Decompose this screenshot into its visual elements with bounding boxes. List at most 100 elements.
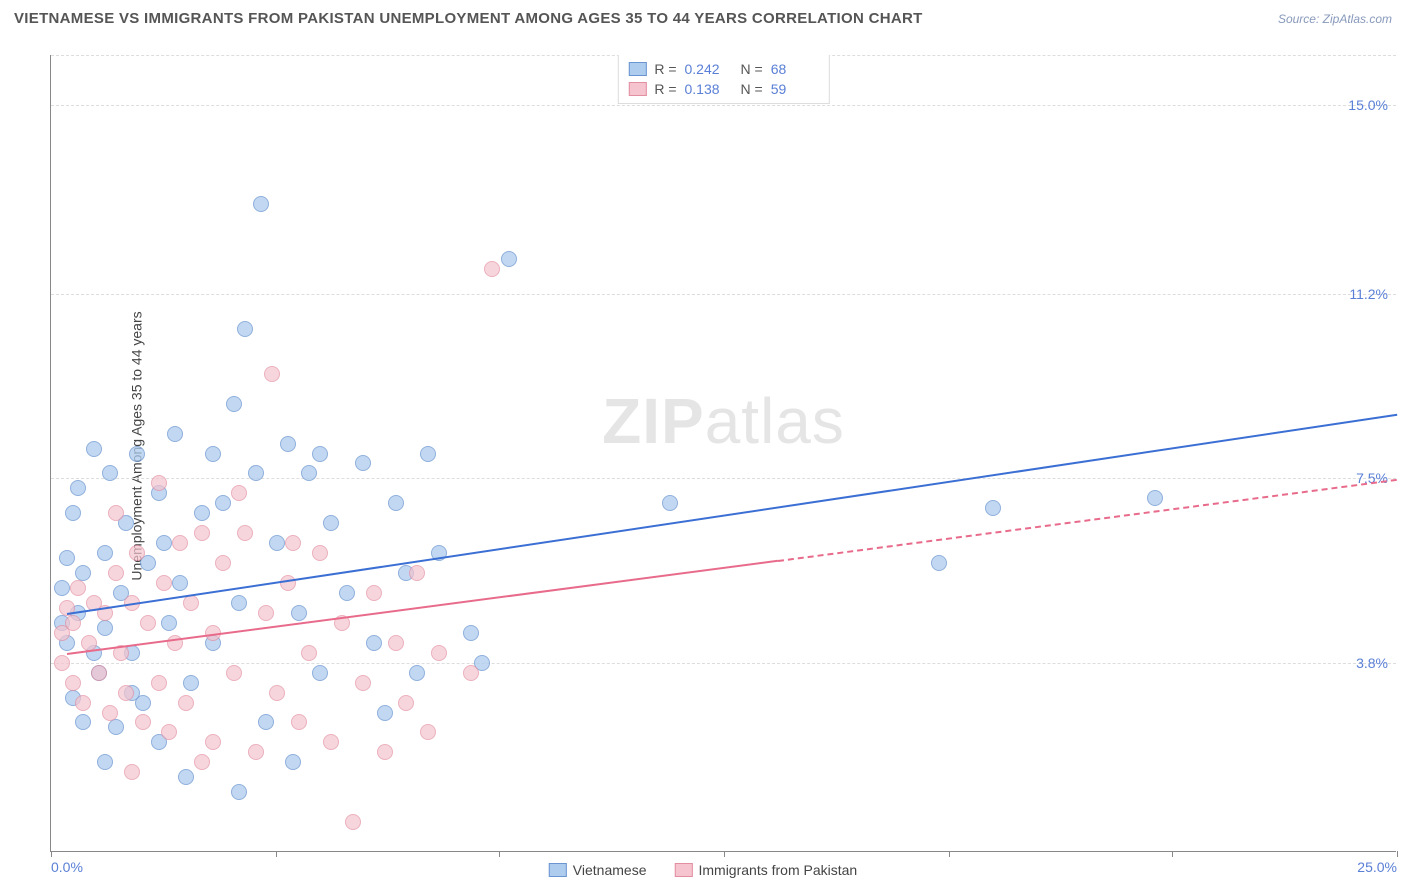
legend-swatch: [674, 863, 692, 877]
data-point: [54, 580, 70, 596]
data-point: [178, 769, 194, 785]
data-point: [377, 744, 393, 760]
data-point: [269, 535, 285, 551]
legend-bottom: Vietnamese Immigrants from Pakistan: [549, 862, 857, 878]
data-point: [339, 585, 355, 601]
x-tick-mark: [724, 851, 725, 857]
data-point: [226, 396, 242, 412]
watermark: ZIPatlas: [602, 384, 845, 458]
data-point: [231, 784, 247, 800]
data-point: [97, 620, 113, 636]
x-tick-mark: [949, 851, 950, 857]
watermark-bold: ZIP: [602, 385, 705, 457]
data-point: [280, 575, 296, 591]
data-point: [377, 705, 393, 721]
data-point: [151, 675, 167, 691]
data-point: [108, 505, 124, 521]
source-attribution: Source: ZipAtlas.com: [1278, 12, 1392, 26]
data-point: [285, 535, 301, 551]
trend-line: [67, 414, 1397, 615]
legend-item: Immigrants from Pakistan: [674, 862, 857, 878]
data-point: [280, 436, 296, 452]
data-point: [312, 446, 328, 462]
data-point: [194, 754, 210, 770]
data-point: [248, 465, 264, 481]
stat-n-label: N =: [741, 61, 763, 77]
legend-stat-row: R =0.138N =59: [628, 79, 818, 99]
data-point: [183, 595, 199, 611]
data-point: [156, 575, 172, 591]
data-point: [269, 685, 285, 701]
data-point: [70, 580, 86, 596]
data-point: [231, 485, 247, 501]
data-point: [231, 595, 247, 611]
data-point: [285, 754, 301, 770]
data-point: [161, 615, 177, 631]
x-tick-label: 25.0%: [1357, 859, 1397, 875]
x-tick-mark: [1172, 851, 1173, 857]
correlation-chart: VIETNAMESE VS IMMIGRANTS FROM PAKISTAN U…: [0, 0, 1406, 892]
data-point: [183, 675, 199, 691]
data-point: [248, 744, 264, 760]
data-point: [215, 495, 231, 511]
stat-n-value: 68: [771, 61, 819, 77]
data-point: [226, 665, 242, 681]
data-point: [409, 565, 425, 581]
data-point: [194, 505, 210, 521]
data-point: [1147, 490, 1163, 506]
data-point: [985, 500, 1001, 516]
data-point: [355, 675, 371, 691]
x-tick-label: 0.0%: [51, 859, 83, 875]
data-point: [59, 550, 75, 566]
legend-swatch: [628, 82, 646, 96]
data-point: [355, 455, 371, 471]
y-tick-label: 15.0%: [1348, 97, 1388, 113]
data-point: [237, 525, 253, 541]
data-point: [167, 426, 183, 442]
data-point: [65, 615, 81, 631]
stat-r-value: 0.138: [685, 81, 733, 97]
data-point: [97, 754, 113, 770]
stat-n-label: N =: [741, 81, 763, 97]
data-point: [129, 545, 145, 561]
data-point: [312, 545, 328, 561]
data-point: [291, 714, 307, 730]
data-point: [366, 635, 382, 651]
data-point: [118, 685, 134, 701]
data-point: [388, 495, 404, 511]
legend-stat-row: R = 0.242 N = 68: [628, 59, 818, 79]
data-point: [156, 535, 172, 551]
data-point: [70, 480, 86, 496]
data-point: [662, 495, 678, 511]
data-point: [463, 665, 479, 681]
data-point: [398, 695, 414, 711]
data-point: [97, 545, 113, 561]
legend-swatch: [628, 62, 646, 76]
legend-item: Vietnamese: [549, 862, 647, 878]
data-point: [258, 605, 274, 621]
legend-label: Immigrants from Pakistan: [698, 862, 857, 878]
stat-n-value: 59: [771, 81, 819, 97]
data-point: [388, 635, 404, 651]
data-point: [431, 645, 447, 661]
data-point: [75, 565, 91, 581]
stat-r-value: 0.242: [685, 61, 733, 77]
trend-line: [778, 478, 1397, 561]
data-point: [463, 625, 479, 641]
data-point: [86, 441, 102, 457]
data-point: [484, 261, 500, 277]
data-point: [161, 724, 177, 740]
data-point: [215, 555, 231, 571]
y-tick-label: 3.8%: [1356, 655, 1388, 671]
stat-r-label: R =: [654, 61, 676, 77]
data-point: [253, 196, 269, 212]
x-tick-mark: [499, 851, 500, 857]
x-tick-mark: [1397, 851, 1398, 857]
data-point: [258, 714, 274, 730]
legend-stats: R = 0.242 N = 68R = 0.138 N = 59: [617, 55, 829, 104]
data-point: [172, 535, 188, 551]
data-point: [102, 705, 118, 721]
legend-label: Vietnamese: [573, 862, 647, 878]
watermark-light: atlas: [705, 385, 845, 457]
data-point: [54, 655, 70, 671]
